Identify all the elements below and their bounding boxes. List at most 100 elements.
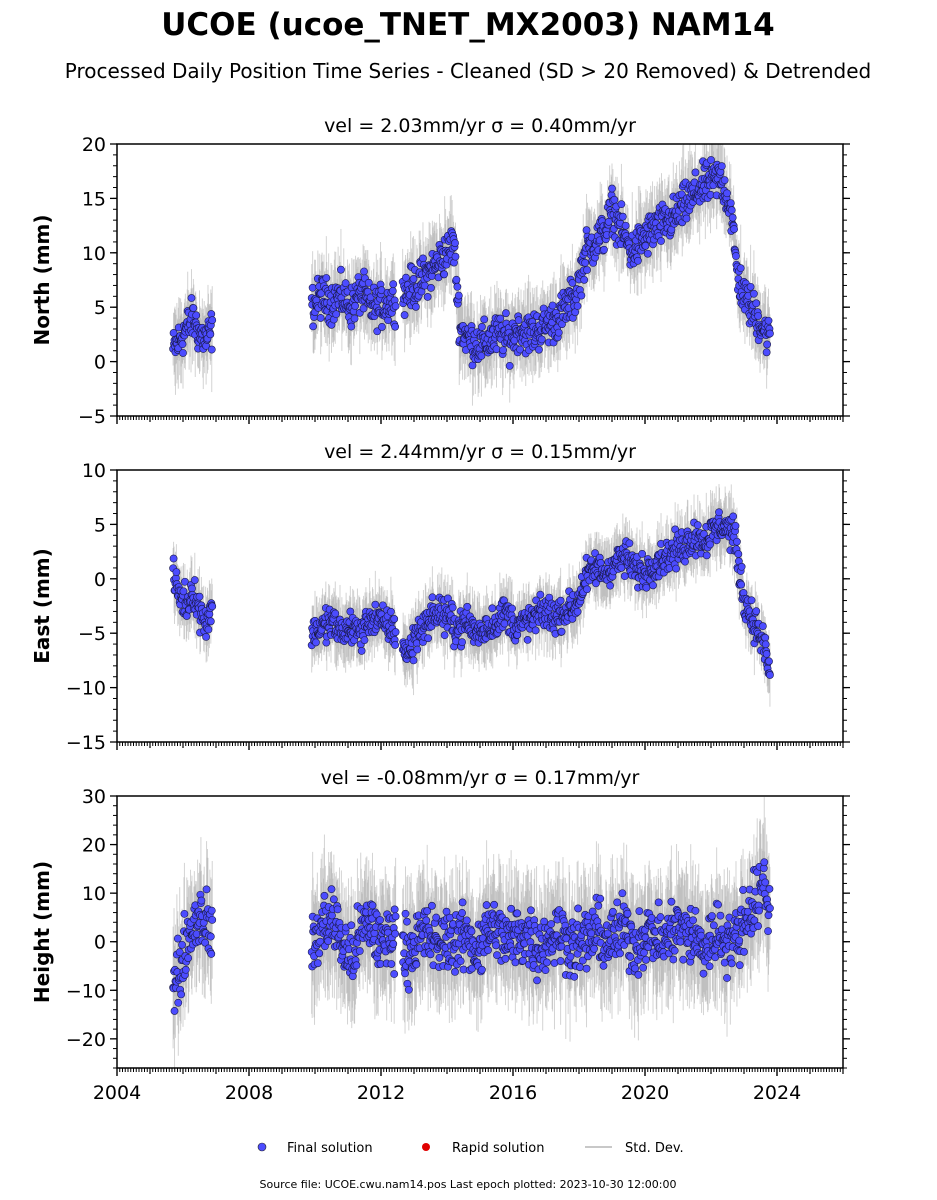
data-point xyxy=(516,345,524,354)
data-point xyxy=(592,579,600,588)
data-point xyxy=(717,162,726,171)
data-point xyxy=(190,576,199,584)
y-tick-label: −5 xyxy=(78,623,106,645)
data-point xyxy=(371,600,380,609)
data-point xyxy=(454,291,463,300)
data-point xyxy=(736,264,745,273)
data-point xyxy=(621,221,630,230)
data-point xyxy=(359,304,368,313)
y-tick-label: 5 xyxy=(94,297,106,319)
data-point xyxy=(766,329,774,338)
data-point xyxy=(206,617,215,626)
data-point xyxy=(691,168,700,177)
data-point xyxy=(681,557,689,566)
data-point xyxy=(337,265,345,274)
data-point xyxy=(440,631,449,640)
data-point xyxy=(428,593,437,602)
data-point xyxy=(192,311,201,320)
y-tick-label: 20 xyxy=(82,134,106,156)
data-point xyxy=(206,330,215,339)
data-point xyxy=(378,601,387,610)
data-point xyxy=(499,346,507,355)
data-point xyxy=(308,283,317,292)
data-point xyxy=(389,280,398,289)
data-point xyxy=(440,270,449,279)
data-point xyxy=(730,225,738,233)
data-point xyxy=(682,214,691,223)
data-point xyxy=(642,583,651,592)
y-tick-label: −5 xyxy=(78,406,106,428)
data-point xyxy=(608,184,616,193)
data-point xyxy=(347,322,356,331)
data-point xyxy=(453,282,462,291)
data-point xyxy=(617,563,626,572)
data-point xyxy=(737,580,746,589)
data-point xyxy=(610,195,619,204)
data-point xyxy=(600,245,608,254)
data-point xyxy=(577,291,586,300)
data-point xyxy=(523,636,532,644)
y-tick-label: 10 xyxy=(82,243,106,265)
data-point xyxy=(638,549,647,558)
data-point xyxy=(322,274,331,282)
data-point xyxy=(207,345,216,354)
data-point xyxy=(761,640,770,649)
data-point xyxy=(402,273,410,282)
data-point xyxy=(573,302,582,310)
plot-frame xyxy=(116,143,844,417)
data-point xyxy=(677,190,686,199)
data-point xyxy=(508,604,516,613)
panels-group: −5 0 5 10 15 20 vel = 2.03mm/yr σ = 0.40mm/yr N… xyxy=(30,115,850,1104)
data-point xyxy=(332,310,341,319)
y-tick-label: 0 xyxy=(94,352,106,374)
data-point xyxy=(746,282,755,291)
data-point xyxy=(733,537,741,546)
figure-title: UCOE (ucoe_TNET_MX2003) NAM14 xyxy=(161,7,775,43)
data-point xyxy=(411,302,420,311)
data-point xyxy=(477,351,486,360)
data-point xyxy=(427,284,435,292)
data-point xyxy=(496,314,505,323)
y-tick-label: 15 xyxy=(82,188,106,210)
data-point xyxy=(357,647,366,655)
figure-subtitle: Processed Daily Position Time Series - C… xyxy=(65,59,871,83)
panel-data xyxy=(169,144,774,406)
data-point xyxy=(762,650,771,658)
data-point xyxy=(172,568,181,577)
data-point xyxy=(202,632,210,641)
data-point xyxy=(514,316,523,325)
y-tick-label: 10 xyxy=(82,460,106,482)
data-point xyxy=(634,256,642,265)
data-point xyxy=(620,572,629,581)
data-point xyxy=(556,596,565,605)
data-point xyxy=(734,550,743,558)
data-point xyxy=(706,540,714,549)
data-point xyxy=(762,348,771,357)
data-point xyxy=(391,322,400,331)
data-point xyxy=(444,594,452,603)
data-point xyxy=(747,596,756,605)
data-point xyxy=(386,607,395,616)
data-point xyxy=(537,335,546,344)
panel-data xyxy=(169,797,774,1068)
data-point xyxy=(505,361,514,370)
data-point xyxy=(400,311,409,319)
data-point xyxy=(535,345,543,354)
data-point xyxy=(580,275,589,284)
data-point xyxy=(195,592,204,601)
data-point xyxy=(492,345,501,354)
data-point xyxy=(463,602,472,611)
data-point xyxy=(451,252,460,261)
data-point xyxy=(502,309,510,318)
data-point xyxy=(316,314,325,322)
data-point xyxy=(180,577,189,586)
data-point xyxy=(583,585,591,594)
data-point xyxy=(707,156,715,164)
data-point xyxy=(568,279,577,287)
data-point xyxy=(657,237,665,245)
data-point xyxy=(536,590,545,599)
data-point xyxy=(728,213,737,222)
data-point xyxy=(715,508,723,517)
